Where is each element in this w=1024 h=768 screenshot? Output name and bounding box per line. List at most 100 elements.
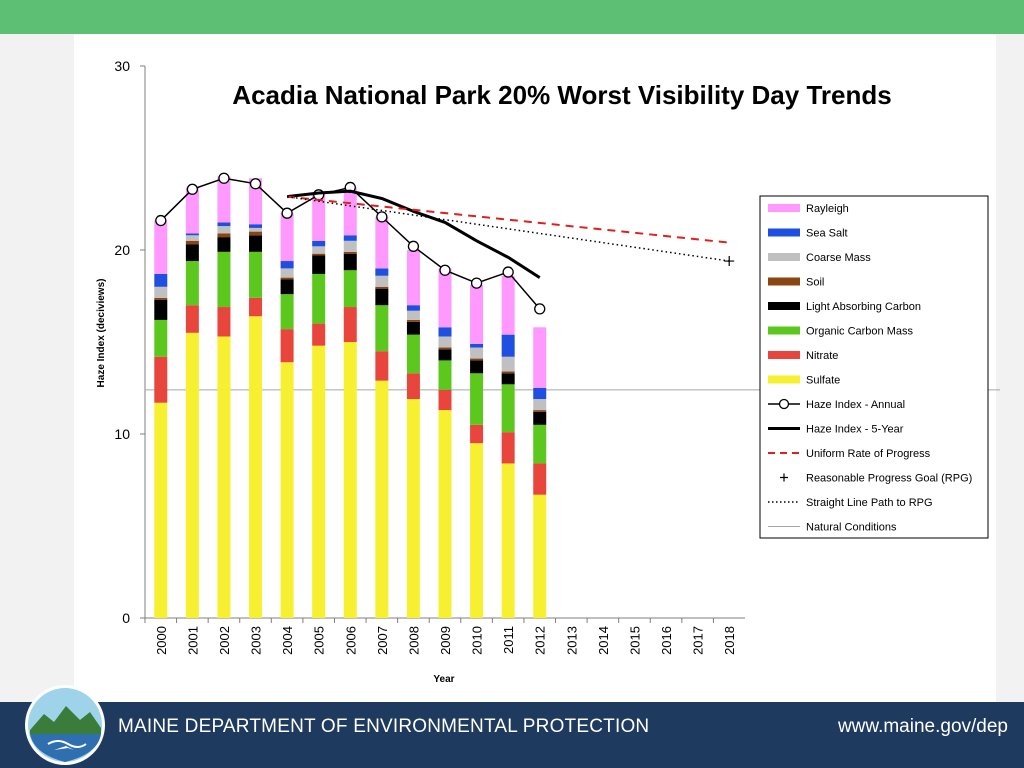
bar-light-absorbing-carbon-2010: [470, 360, 484, 374]
y-tick-label: 10: [114, 426, 130, 442]
bar-soil-2009: [438, 347, 452, 350]
legend-label-sulfate: Sulfate: [806, 375, 840, 387]
legend: Rayleigh Sea Salt Coarse Mass Soil Light Abs…: [759, 195, 989, 539]
bar-rayleigh-2010: [470, 284, 484, 344]
x-tick-label: 2001: [185, 626, 200, 655]
bar-nitrate-2003: [249, 297, 263, 317]
department-name: MAINE DEPARTMENT OF ENVIRONMENTAL PROTEC…: [118, 716, 650, 737]
haze-index-annual-marker-2000: [155, 214, 167, 227]
bar-soil-2004: [280, 277, 294, 280]
x-tick-label: 2014: [596, 626, 611, 655]
bar-soil-2011: [501, 371, 515, 374]
legend-swatch-coarse-mass: [768, 253, 800, 261]
department-url-link[interactable]: www.maine.gov/dep: [837, 716, 1008, 737]
bar-light-absorbing-carbon-2009: [438, 349, 452, 361]
bar-sea-salt-2011: [501, 334, 515, 357]
bar-sulfate-2011: [501, 463, 515, 618]
bar-nitrate-2008: [406, 373, 420, 400]
x-tick-label: 2012: [533, 626, 548, 655]
haze-index-annual-marker-2001: [186, 183, 199, 195]
bar-sea-salt-2004: [280, 261, 294, 269]
bar-coarse-mass-2009: [438, 336, 452, 348]
bar-sulfate-2003: [249, 316, 263, 618]
bar-rayleigh-2002: [217, 176, 231, 223]
bar-light-absorbing-carbon-2004: [280, 279, 294, 295]
bar-organic-carbon-mass-2003: [249, 251, 263, 298]
bar-sulfate-2009: [438, 410, 452, 618]
bar-nitrate-2009: [438, 389, 452, 411]
bar-rayleigh-2000: [154, 220, 168, 274]
y-tick-label: 0: [122, 610, 130, 626]
x-tick-label: 2005: [312, 626, 327, 655]
chart-title: Acadia National Park 20% Worst Visibilit…: [232, 80, 891, 110]
bar-soil-2010: [470, 358, 484, 361]
bar-light-absorbing-carbon-2000: [154, 299, 168, 320]
bar-organic-carbon-mass-2002: [217, 251, 231, 308]
x-tick-label: 2002: [217, 626, 232, 655]
bar-nitrate-2000: [154, 356, 168, 403]
x-tick-label: 2006: [343, 626, 358, 655]
bar-coarse-mass-2007: [375, 275, 389, 287]
x-tick-label: 2015: [627, 626, 642, 655]
bar-rayleigh-2012: [533, 327, 547, 388]
bar-light-absorbing-carbon-2011: [501, 373, 515, 385]
legend-swatch-rayleigh: [768, 204, 800, 212]
logo-mountains: [30, 706, 101, 734]
bar-coarse-mass-2002: [217, 226, 231, 234]
bar-soil-2005: [312, 253, 326, 256]
bar-organic-carbon-mass-2010: [470, 373, 484, 425]
x-tick-label: 2007: [375, 626, 390, 655]
x-tick-label: 2018: [722, 626, 737, 655]
legend-label-sea-salt: Sea Salt: [806, 228, 848, 240]
bar-sea-salt-2009: [438, 327, 452, 337]
bar-soil-2006: [343, 251, 357, 254]
bar-nitrate-2006: [343, 307, 357, 342]
bar-coarse-mass-2011: [501, 356, 515, 372]
bar-soil-2003: [249, 231, 263, 236]
legend-label-organic-carbon-mass: Organic Carbon Mass: [806, 326, 913, 338]
bar-organic-carbon-mass-2005: [312, 273, 326, 324]
x-tick-label: 2010: [470, 626, 485, 655]
logo-bird-icon: [54, 746, 74, 750]
bar-organic-carbon-mass-2006: [343, 270, 357, 308]
legend-label-haze-index-5-year: Haze Index - 5-Year: [806, 424, 904, 436]
x-tick-label: 2003: [249, 626, 264, 655]
bar-sea-salt-2012: [533, 388, 547, 400]
bar-sulfate-2004: [280, 362, 294, 618]
x-tick-label: 2008: [406, 626, 421, 655]
legend-swatch-nitrate: [768, 351, 800, 359]
bar-soil-2008: [406, 319, 420, 322]
plot-area: 0 10 20 30 2000 2001 2002 2003 2004 2005 2006 2007 2…: [114, 58, 1000, 655]
bar-rayleigh-2007: [375, 216, 389, 269]
haze-index-annual-marker-2012: [534, 303, 546, 315]
maine-dep-logo: [25, 685, 105, 765]
y-tick-label: 20: [114, 242, 130, 258]
bar-organic-carbon-mass-2011: [501, 384, 515, 433]
bar-sulfate-2007: [375, 380, 389, 618]
legend-swatch-sulfate: [768, 375, 800, 384]
bar-organic-carbon-mass-2012: [533, 424, 547, 464]
bar-soil-2007: [375, 286, 389, 289]
x-tick-label: 2000: [154, 626, 169, 655]
legend-label-coarse-mass: Coarse Mass: [806, 252, 871, 264]
bar-sulfate-2005: [312, 345, 326, 618]
legend-label-uniform-rate-of-progress: Uniform Rate of Progress: [806, 448, 931, 460]
x-tick-label: 2011: [501, 626, 516, 654]
bar-nitrate-2012: [533, 463, 547, 495]
legend-label-haze-index-annual: Haze Index - Annual: [806, 399, 905, 411]
legend-swatch-organic-carbon-mass: [768, 326, 800, 335]
bar-organic-carbon-mass-2001: [185, 261, 199, 306]
legend-label-straight-line-path-to-rpg: Straight Line Path to RPG: [806, 497, 933, 509]
bar-sulfate-2010: [470, 443, 484, 618]
haze-index-5-year-line: [286, 189, 541, 279]
bar-nitrate-2011: [501, 432, 515, 464]
bar-light-absorbing-carbon-2002: [217, 237, 231, 252]
bar-organic-carbon-mass-2007: [375, 305, 389, 352]
y-tick-label: 30: [114, 58, 130, 74]
bar-sulfate-2008: [406, 399, 420, 618]
bar-sulfate-2000: [154, 402, 168, 618]
top-accent-band: [0, 0, 1024, 34]
haze-index-annual-marker-2008: [407, 240, 420, 252]
haze-index-annual-marker-2009: [439, 264, 451, 276]
bar-sulfate-2001: [185, 332, 199, 618]
